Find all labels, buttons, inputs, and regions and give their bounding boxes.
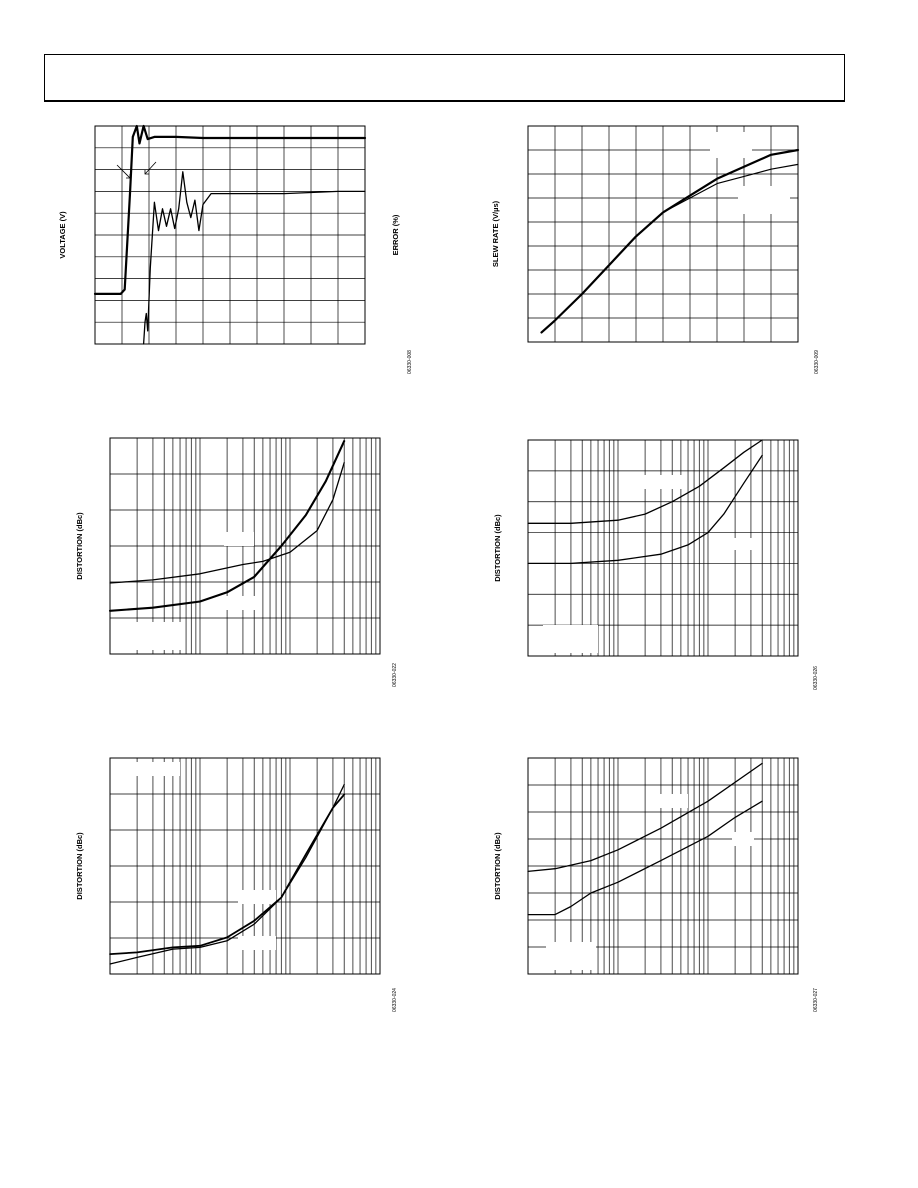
series-line-1	[540, 148, 800, 334]
frame-slew	[527, 125, 799, 343]
mask-dist2-3	[543, 625, 598, 653]
ylabel-dist4: DISTORTION (dBc)	[493, 832, 502, 900]
ylabel-dist3: DISTORTION (dBc)	[75, 832, 84, 900]
chart-settling: VOLTAGE (V) ERROR (%) 06330-008	[58, 124, 413, 374]
series-slew	[540, 148, 800, 334]
mask-dist1-2	[225, 596, 255, 610]
chart-dist4: DISTORTION (dBc) 06330-027	[493, 757, 819, 1012]
grid-slew	[528, 126, 798, 342]
chart-dist1: DISTORTION (dBc) 06330-022	[75, 437, 398, 687]
mask-slew-1	[710, 132, 752, 158]
mask-dist4-1	[658, 794, 688, 808]
page-header-box	[44, 54, 845, 102]
fig-id-dist2: 06330-026	[813, 666, 819, 690]
frame-dist4	[527, 757, 799, 975]
series-line-2	[540, 163, 799, 333]
mask-dist2-2	[730, 538, 756, 550]
mask-dist1-1	[224, 532, 254, 546]
series-line-2	[527, 454, 763, 565]
mask-dist4-2	[732, 832, 754, 846]
mask-dist4-3	[546, 942, 596, 970]
mask-dist3-1	[130, 762, 180, 776]
fig-id-dist1: 06330-022	[392, 663, 398, 687]
mask-dist3-3	[238, 936, 276, 950]
series-dist4	[527, 762, 763, 916]
mask-dist3-2	[238, 890, 276, 904]
series-line-2	[108, 440, 346, 612]
mask-dist2-1	[643, 475, 687, 489]
arrows-settling	[116, 161, 157, 179]
series-dist2	[527, 439, 763, 565]
series-line-1	[93, 124, 367, 295]
series-line-1	[527, 439, 763, 524]
frame-settling	[94, 125, 366, 345]
series-dist1	[108, 440, 346, 612]
frame-dist1	[109, 437, 381, 655]
chart-dist3: DISTORTION (dBc) 06330-024	[75, 757, 398, 1012]
series-line-1	[109, 462, 345, 584]
mask-slew-2	[738, 186, 790, 214]
ylabel-slew: SLEW RATE (V/µs)	[491, 200, 500, 267]
series-line-2	[142, 171, 366, 345]
grid-dist3	[110, 758, 380, 974]
frame-dist3	[109, 757, 381, 975]
chart-slew: SLEW RATE (V/µs) 06330-009	[491, 125, 820, 374]
grid-dist2	[528, 440, 798, 656]
series-dist3	[109, 783, 346, 965]
fig-id-slew: 06330-009	[814, 350, 820, 374]
series-line-2	[109, 793, 346, 956]
ylabel-dist2: DISTORTION (dBc)	[493, 514, 502, 582]
frame-dist2	[527, 439, 799, 657]
chart-dist2: DISTORTION (dBc) 06330-026	[493, 439, 819, 690]
series-line-2	[527, 800, 763, 916]
series-settling	[93, 124, 367, 345]
ylabel-right-settling: ERROR (%)	[391, 214, 400, 255]
series-line-1	[527, 762, 763, 873]
fig-id-dist3: 06330-024	[392, 988, 398, 1012]
mask-dist1-3	[130, 622, 182, 650]
grid-settling	[95, 126, 365, 344]
ylabel-dist1: DISTORTION (dBc)	[75, 512, 84, 580]
fig-id-settling: 06330-008	[407, 350, 413, 374]
ylabel-settling: VOLTAGE (V)	[58, 211, 67, 259]
fig-id-dist4: 06330-027	[813, 988, 819, 1012]
